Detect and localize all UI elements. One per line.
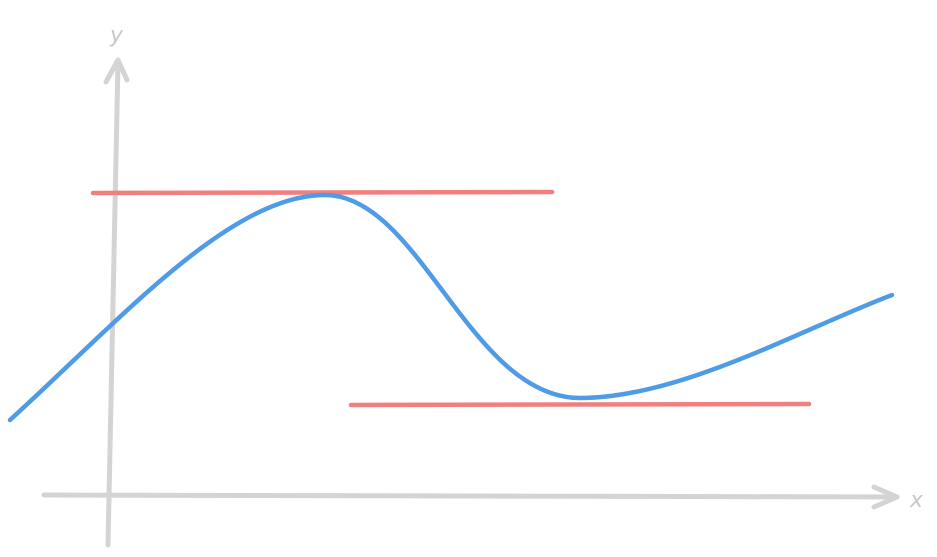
y-axis-label: y [109,23,124,48]
y-axis-arrow [103,57,130,85]
max-tangent-line [90,189,555,196]
min-tangent-line [348,401,812,408]
y-axis [105,59,121,548]
x-axis-label: x [909,488,924,513]
x-axis-arrow [871,484,900,510]
x-axis [41,492,899,500]
curve [7,192,895,423]
